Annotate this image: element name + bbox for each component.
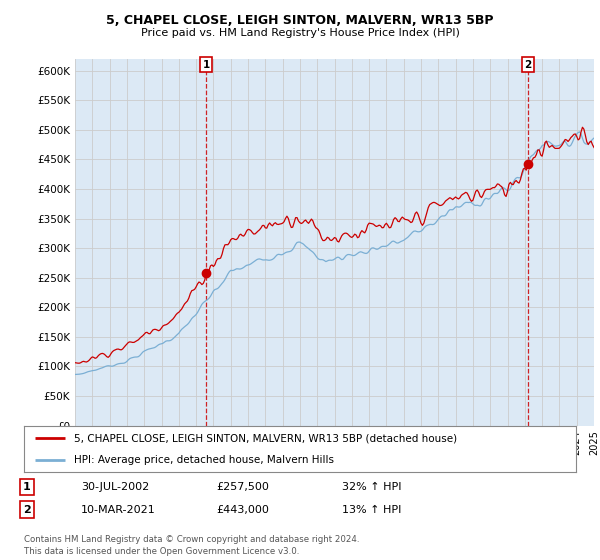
Text: 1: 1 (203, 60, 210, 69)
Text: 13% ↑ HPI: 13% ↑ HPI (342, 505, 401, 515)
Text: 30-JUL-2002: 30-JUL-2002 (81, 482, 149, 492)
Text: HPI: Average price, detached house, Malvern Hills: HPI: Average price, detached house, Malv… (74, 455, 334, 465)
Text: 1: 1 (23, 482, 31, 492)
Text: 5, CHAPEL CLOSE, LEIGH SINTON, MALVERN, WR13 5BP (detached house): 5, CHAPEL CLOSE, LEIGH SINTON, MALVERN, … (74, 433, 457, 444)
Text: £257,500: £257,500 (216, 482, 269, 492)
Text: 5, CHAPEL CLOSE, LEIGH SINTON, MALVERN, WR13 5BP: 5, CHAPEL CLOSE, LEIGH SINTON, MALVERN, … (106, 14, 494, 27)
Text: Price paid vs. HM Land Registry's House Price Index (HPI): Price paid vs. HM Land Registry's House … (140, 28, 460, 38)
Text: 2: 2 (23, 505, 31, 515)
Text: 2: 2 (524, 60, 532, 69)
Text: 10-MAR-2021: 10-MAR-2021 (81, 505, 156, 515)
Text: 32% ↑ HPI: 32% ↑ HPI (342, 482, 401, 492)
Text: £443,000: £443,000 (216, 505, 269, 515)
Text: Contains HM Land Registry data © Crown copyright and database right 2024.
This d: Contains HM Land Registry data © Crown c… (24, 535, 359, 556)
